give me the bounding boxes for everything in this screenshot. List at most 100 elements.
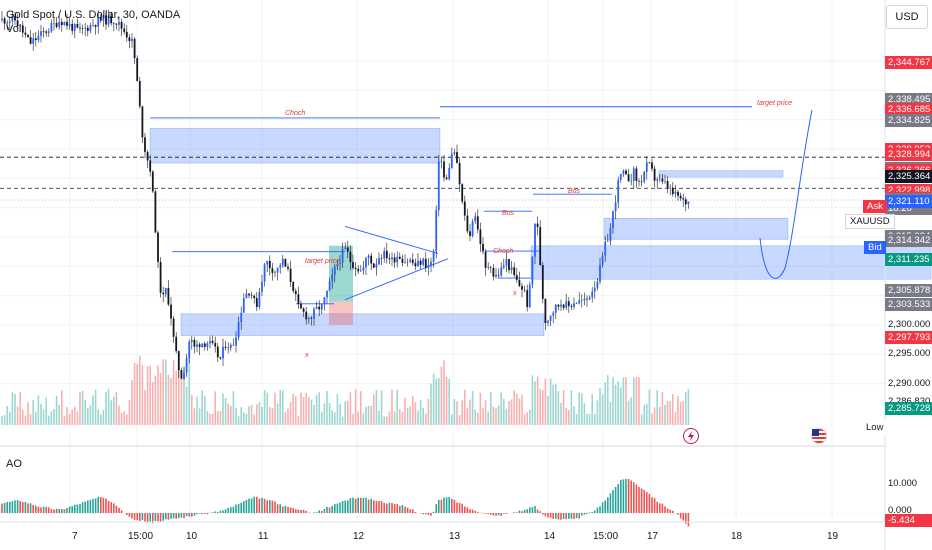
- ao-bar: [469, 509, 471, 513]
- ao-bar: [367, 499, 370, 513]
- candle-up: [549, 315, 552, 321]
- ao-bar: [347, 500, 349, 513]
- volume-bar: [180, 371, 183, 425]
- ao-bar: [211, 512, 214, 513]
- volume-bar: [406, 407, 409, 425]
- ao-bar: [113, 503, 115, 513]
- ao-bar: [149, 513, 151, 522]
- volume-bar: [305, 392, 307, 425]
- volume-bar: [471, 390, 474, 425]
- ao-label: AO: [6, 458, 22, 470]
- candle-up: [471, 221, 474, 236]
- low-label: Low: [862, 421, 888, 434]
- lightning-event-icon[interactable]: [683, 428, 699, 444]
- volume-bar: [87, 407, 89, 425]
- ao-bar: [94, 498, 97, 513]
- candle-up: [11, 15, 14, 22]
- us-flag-icon[interactable]: [811, 428, 827, 444]
- ao-bar: [245, 499, 248, 513]
- candle-up: [37, 35, 40, 41]
- annotation-choch-top: Choch: [285, 110, 306, 117]
- ao-bar: [679, 513, 682, 519]
- ao-bar: [162, 513, 164, 521]
- candle-down: [346, 247, 349, 252]
- volume-bar: [500, 392, 502, 425]
- ao-bar: [71, 506, 73, 513]
- volume-bar: [282, 390, 284, 425]
- volume-bar: [388, 411, 391, 425]
- ao-bar: [222, 510, 224, 513]
- volume-bar: [279, 389, 281, 425]
- volume-bar: [209, 413, 211, 425]
- ao-bar: [391, 502, 393, 513]
- ao-bar: [640, 488, 643, 513]
- volume-bar: [253, 414, 255, 425]
- volume-bar: [591, 394, 593, 425]
- volume-bar: [131, 380, 133, 425]
- candle-down: [443, 161, 445, 178]
- volume-bar: [341, 416, 344, 425]
- ao-bar: [526, 509, 528, 513]
- volume-bar: [557, 391, 560, 425]
- ao-bar: [373, 500, 375, 513]
- volume-bar: [386, 416, 388, 425]
- ao-bar: [380, 501, 383, 513]
- volume-bar: [640, 414, 643, 425]
- candle-up: [591, 291, 594, 298]
- time-label: 13: [449, 531, 461, 542]
- candle-up: [242, 298, 245, 313]
- candle-down: [14, 15, 16, 21]
- volume-bar: [295, 396, 297, 425]
- ao-bar: [183, 513, 185, 519]
- volume-bar: [258, 402, 261, 425]
- candle-up: [534, 223, 536, 257]
- ao-bar: [536, 509, 539, 513]
- candle-down: [354, 267, 357, 270]
- candle-up: [474, 216, 477, 222]
- ao-bar: [191, 513, 193, 517]
- ao-bar: [435, 504, 437, 513]
- volume-bar: [196, 396, 198, 425]
- volume-bar: [552, 384, 554, 425]
- currency-button[interactable]: USD: [886, 5, 928, 29]
- volume-bar: [529, 409, 531, 425]
- volume-bar: [300, 392, 302, 425]
- grid: [0, 0, 885, 522]
- volume-bar: [656, 390, 658, 425]
- ao-bar: [687, 513, 690, 527]
- ao-bar: [302, 509, 305, 513]
- candle-down: [149, 160, 152, 172]
- ao-bar: [565, 513, 567, 520]
- ao-bar: [518, 510, 521, 513]
- candle-up: [107, 15, 110, 25]
- volume-bar: [191, 394, 193, 425]
- candle-up: [266, 260, 269, 265]
- candle-down: [419, 260, 422, 265]
- volume-bar: [92, 395, 94, 425]
- volume-bar: [81, 391, 84, 425]
- volume-bar: [328, 403, 331, 425]
- ao-bar: [354, 498, 357, 513]
- volume-bar: [534, 381, 536, 425]
- ao-bar: [126, 513, 128, 516]
- volume-bar: [609, 401, 612, 425]
- candle-down: [352, 262, 354, 268]
- time-label: 15:00: [593, 531, 619, 542]
- candle-down: [157, 232, 159, 262]
- candle-down: [424, 258, 427, 268]
- volume-bar: [581, 393, 583, 425]
- candle-up: [183, 372, 185, 379]
- ao-bar: [557, 513, 560, 520]
- ao-bar: [539, 511, 541, 513]
- volume-bar: [669, 401, 671, 425]
- volume-bar: [61, 390, 63, 425]
- ao-bar: [474, 510, 476, 513]
- candle-down: [385, 250, 388, 259]
- volume-bar: [318, 392, 320, 425]
- ao-bar: [50, 509, 53, 513]
- candle-up: [596, 281, 599, 288]
- volume-bar: [601, 394, 604, 425]
- candle-down: [489, 267, 492, 269]
- candle-up: [102, 15, 105, 21]
